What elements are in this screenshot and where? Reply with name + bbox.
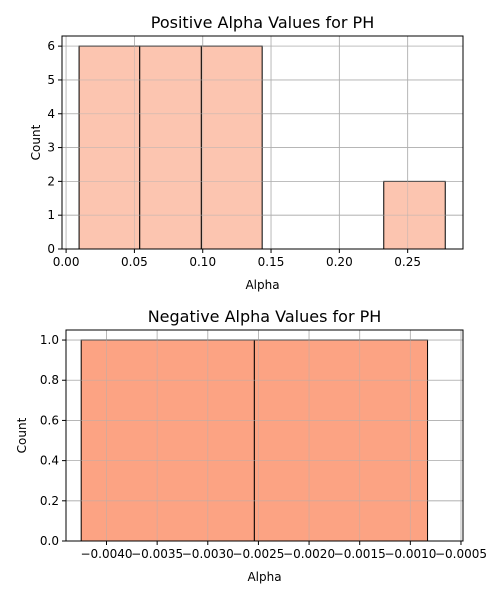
y-tick-label: 1.0 xyxy=(40,333,59,347)
x-tick-label: 0.10 xyxy=(189,255,216,269)
y-tick-label: 0.6 xyxy=(40,413,59,427)
x-axis-label: Alpha xyxy=(245,278,279,292)
chart-title: Negative Alpha Values for PH xyxy=(148,307,382,326)
y-tick-label: 0.2 xyxy=(40,494,59,508)
y-axis-label: Count xyxy=(29,124,43,160)
x-tick-label: 0.25 xyxy=(394,255,421,269)
y-tick-label: 0.4 xyxy=(40,454,59,468)
y-tick-label: 1 xyxy=(47,208,55,222)
x-tick-label: −0.0010 xyxy=(384,547,436,561)
y-tick-label: 2 xyxy=(47,174,55,188)
x-tick-label: −0.0005 xyxy=(435,547,487,561)
y-tick-label: 4 xyxy=(47,107,55,121)
histogram-bar xyxy=(253,339,429,542)
histogram-bar xyxy=(80,339,255,542)
negative-alpha-histogram: −0.0040−0.0035−0.0030−0.0025−0.0020−0.00… xyxy=(15,307,487,584)
y-tick-label: 5 xyxy=(47,73,55,87)
x-tick-label: −0.0015 xyxy=(334,547,386,561)
y-axis-label: Count xyxy=(15,417,29,453)
x-axis-label: Alpha xyxy=(247,570,281,584)
y-tick-label: 0 xyxy=(47,242,55,256)
y-tick-label: 0.8 xyxy=(40,373,59,387)
x-tick-label: 0.05 xyxy=(121,255,148,269)
x-tick-label: −0.0030 xyxy=(182,547,234,561)
chart-title: Positive Alpha Values for PH xyxy=(151,13,374,32)
x-tick-label: −0.0035 xyxy=(131,547,183,561)
x-tick-label: −0.0040 xyxy=(80,547,132,561)
y-tick-label: 6 xyxy=(47,39,55,53)
x-tick-label: −0.0020 xyxy=(283,547,335,561)
x-tick-label: 0.15 xyxy=(258,255,285,269)
plot-frame xyxy=(61,35,464,250)
y-tick-label: 3 xyxy=(47,141,55,155)
plot-frame xyxy=(65,329,464,542)
positive-alpha-histogram: 0.00 0.05 0.10 0.15 0.20 0.25 0 1 2 3 4 5 6 Positive … xyxy=(29,13,464,292)
y-tick-label: 0.0 xyxy=(40,534,59,548)
x-tick-label: 0.20 xyxy=(326,255,353,269)
x-tick-label: −0.0025 xyxy=(232,547,284,561)
x-tick-label: 0.00 xyxy=(53,255,80,269)
